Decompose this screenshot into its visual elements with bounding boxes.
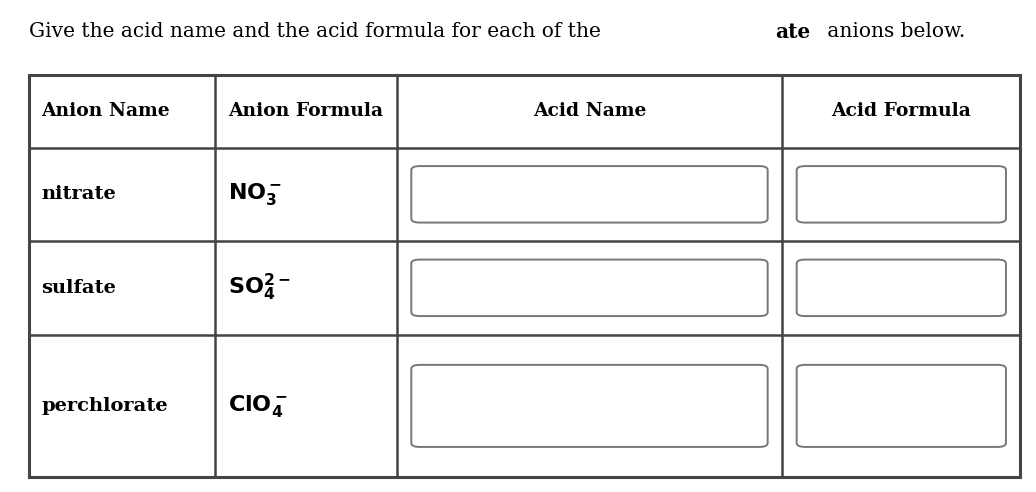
Text: sulfate: sulfate <box>41 279 116 297</box>
Text: anions below.: anions below. <box>821 23 965 41</box>
Text: Anion Formula: Anion Formula <box>228 102 383 120</box>
Bar <box>29 75 1020 477</box>
Text: Give the acid name and the acid formula for each of the: Give the acid name and the acid formula … <box>29 23 607 41</box>
FancyBboxPatch shape <box>411 166 768 222</box>
Text: ate: ate <box>775 22 810 42</box>
Text: perchlorate: perchlorate <box>41 397 168 415</box>
Text: $\mathbf{SO_4^{2-}}$: $\mathbf{SO_4^{2-}}$ <box>228 272 290 304</box>
Text: Acid Name: Acid Name <box>533 102 646 120</box>
Text: nitrate: nitrate <box>41 185 116 203</box>
Text: Acid Formula: Acid Formula <box>832 102 971 120</box>
FancyBboxPatch shape <box>797 260 1006 316</box>
FancyBboxPatch shape <box>797 365 1006 447</box>
FancyBboxPatch shape <box>411 260 768 316</box>
Text: $\mathbf{NO_3^-}$: $\mathbf{NO_3^-}$ <box>228 182 282 207</box>
FancyBboxPatch shape <box>411 365 768 447</box>
Text: Anion Name: Anion Name <box>41 102 170 120</box>
FancyBboxPatch shape <box>797 166 1006 222</box>
Text: $\mathbf{ClO_4^-}$: $\mathbf{ClO_4^-}$ <box>228 393 287 419</box>
